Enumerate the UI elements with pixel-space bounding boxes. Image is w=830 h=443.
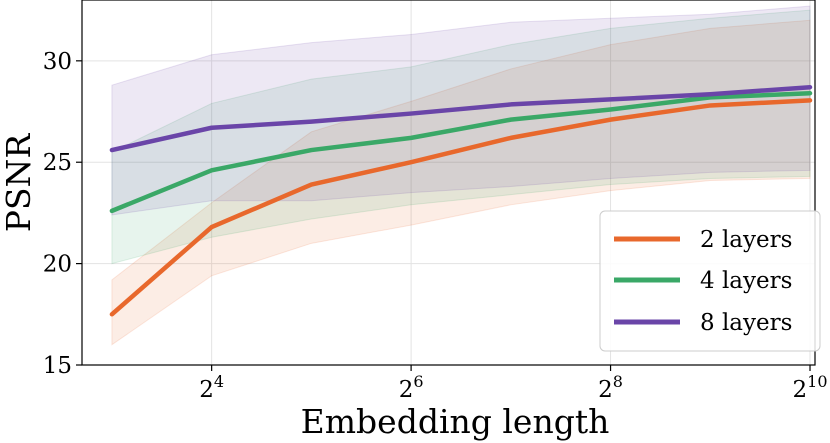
band-2-layers xyxy=(111,19,811,346)
x-tick-label-2-10: 210 xyxy=(793,372,828,403)
y-tick-label-25: 25 xyxy=(43,150,72,176)
band-4-layers xyxy=(111,9,811,265)
legend-box xyxy=(599,210,821,352)
x-tick-label-2-6: 26 xyxy=(399,372,424,403)
x-axis-title: Embedding length xyxy=(301,402,610,441)
legend-label-8-layers: 8 layers xyxy=(700,310,792,336)
legend-label-2-layers: 2 layers xyxy=(700,227,792,253)
axis-ticks: 15 20 25 30 24 26 28 210 xyxy=(43,49,828,403)
series-lines xyxy=(109,84,813,317)
line-8-layers xyxy=(109,84,813,153)
legend: 2 layers 4 layers 8 layers xyxy=(599,210,821,352)
plot-frame xyxy=(81,0,816,366)
x-tick-label-2-4: 24 xyxy=(199,372,224,403)
legend-label-4-layers: 4 layers xyxy=(700,268,792,294)
y-tick-label-15: 15 xyxy=(43,353,72,379)
y-tick-label-30: 30 xyxy=(43,49,72,75)
x-tick-label-2-8: 28 xyxy=(598,372,623,403)
y-axis-title: PSNR xyxy=(0,133,38,233)
y-tick-label-20: 20 xyxy=(43,252,72,278)
line-2-layers xyxy=(109,98,813,317)
line-4-layers xyxy=(109,91,813,214)
